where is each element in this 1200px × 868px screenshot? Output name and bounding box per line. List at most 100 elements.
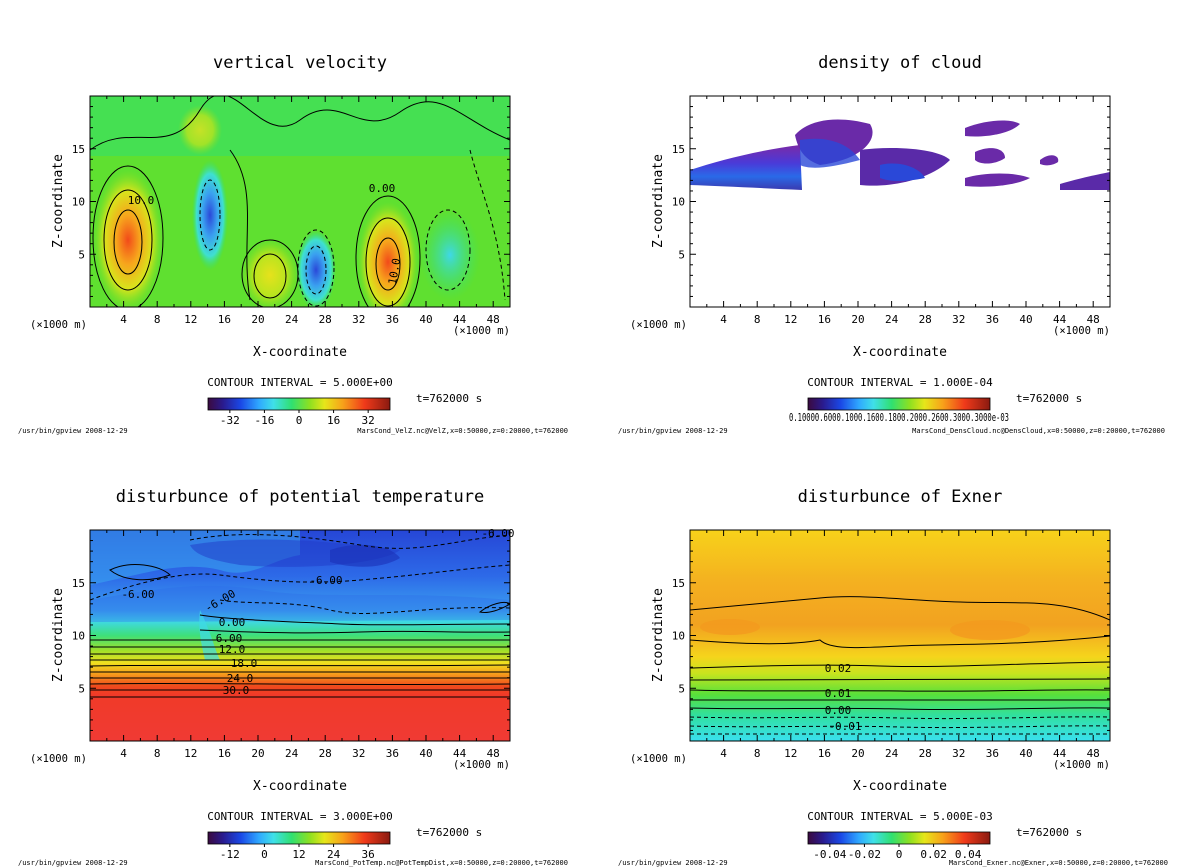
- panel-exner: disturbunce of Exner 0.02 0.01 0.0: [618, 487, 1168, 867]
- contour-label: -6.00: [309, 574, 342, 587]
- x-tick-label: 44: [453, 747, 467, 760]
- y-tick-label: 5: [678, 682, 685, 695]
- colorbar: [807, 397, 991, 411]
- contour-label: 30.0: [223, 684, 250, 697]
- y-tick-label: 10: [672, 630, 685, 643]
- x-tick-label: 4: [120, 747, 127, 760]
- y-tick-label: 15: [672, 577, 685, 590]
- x-tick-label: 36: [386, 313, 399, 326]
- contour-label: 0.01: [825, 687, 852, 700]
- x-tick-label: 4: [720, 747, 727, 760]
- contour-label: 0.00: [825, 704, 852, 717]
- x-tick-label: 28: [919, 747, 932, 760]
- footer-right: MarsCond_PotTemp.nc@PotTempDist,x=0:5000…: [315, 859, 568, 867]
- x-tick-label: 4: [120, 313, 127, 326]
- downdraft-blob: [420, 210, 480, 300]
- x-tick-label: 36: [386, 747, 399, 760]
- contour-label: 24.0: [227, 672, 254, 685]
- x-tick-label: 36: [986, 747, 999, 760]
- x-unit-right: (×1000 m): [453, 325, 510, 337]
- colorbar-tick-text: 0.10000.6000.1000.1600.1800.2000.2600.30…: [789, 411, 1009, 424]
- footer-left: /usr/bin/gpview 2008-12-29: [18, 427, 128, 435]
- colorbar-tick-label: -32: [220, 414, 240, 427]
- x-tick-label: 44: [1053, 313, 1067, 326]
- x-tick-label: 20: [251, 313, 264, 326]
- y-axis-label: Z-coordinate: [51, 588, 66, 682]
- colorbar-tick-label: -0.04: [813, 848, 846, 861]
- x-tick-label: 28: [319, 747, 332, 760]
- contour-label: 0.00: [219, 616, 246, 629]
- x-tick-label: 32: [352, 313, 365, 326]
- panel-potential-temperature: disturbunce of potential temperature: [18, 487, 568, 867]
- y-tick-label: 5: [78, 682, 85, 695]
- colorbar-tick-label: 36: [362, 848, 375, 861]
- colorbar-tick-label: -12: [220, 848, 240, 861]
- time-label: t=762000 s: [1016, 392, 1082, 405]
- y-axis-label: Z-coordinate: [51, 154, 66, 248]
- cloud-patch: [1060, 172, 1110, 190]
- footer-right: MarsCond_VelZ.nc@VelZ,x=0:50000,z=0:2000…: [357, 427, 568, 435]
- x-tick-label: 12: [184, 747, 197, 760]
- footer-left: /usr/bin/gpview 2008-12-29: [18, 859, 128, 867]
- contour-label: 12.0: [219, 643, 246, 656]
- y-tick-label: 15: [72, 577, 85, 590]
- contour-interval: CONTOUR INTERVAL = 5.000E-03: [807, 810, 992, 823]
- contour-label: -6.00: [481, 527, 514, 540]
- x-tick-label: 24: [885, 747, 899, 760]
- contour-label: 10.0: [128, 194, 155, 207]
- contour-label: -6.00: [121, 588, 154, 601]
- x-tick-label: 8: [154, 747, 161, 760]
- footer-right: MarsCond_Exner.nc@Exner,x=0:50000,z=0:20…: [949, 859, 1168, 867]
- x-tick-label: 48: [487, 747, 500, 760]
- x-tick-label: 40: [1019, 747, 1032, 760]
- x-tick-label: 8: [754, 313, 761, 326]
- x-tick-label: 20: [251, 747, 264, 760]
- heatmap-field: [90, 96, 510, 307]
- x-axis-label: X-coordinate: [253, 779, 347, 794]
- x-tick-label: 16: [818, 313, 831, 326]
- x-tick-label: 12: [184, 313, 197, 326]
- contour-label: -0.01: [828, 720, 861, 733]
- contour-interval: CONTOUR INTERVAL = 3.000E+00: [207, 810, 392, 823]
- panel-vertical-velocity: vertical velocity: [18, 53, 568, 435]
- x-tick-label: 48: [487, 313, 500, 326]
- x-tick-label: 32: [952, 313, 965, 326]
- x-axis-label: X-coordinate: [853, 345, 947, 360]
- heatmap-field: [690, 96, 1110, 307]
- x-tick-label: 36: [986, 313, 999, 326]
- x-tick-label: 44: [1053, 747, 1067, 760]
- x-unit-right: (×1000 m): [453, 759, 510, 771]
- x-unit-right: (×1000 m): [1053, 325, 1110, 337]
- x-tick-label: 16: [218, 313, 231, 326]
- updraft-blob: [242, 240, 298, 307]
- x-tick-label: 40: [419, 747, 432, 760]
- colorbar-tick-label: 0.02: [920, 848, 947, 861]
- time-label: t=762000 s: [1016, 826, 1082, 839]
- colorbar-tick-label: 0: [261, 848, 268, 861]
- y-tick-label: 15: [672, 143, 685, 156]
- x-unit-left: (×1000 m): [630, 319, 687, 331]
- heatmap-field: [690, 530, 1110, 741]
- y-tick-label: 15: [72, 143, 85, 156]
- contour-interval: CONTOUR INTERVAL = 1.000E-04: [807, 376, 993, 389]
- x-tick-label: 8: [754, 747, 761, 760]
- x-tick-label: 48: [1087, 747, 1100, 760]
- x-unit-left: (×1000 m): [630, 753, 687, 765]
- y-tick-label: 10: [72, 630, 85, 643]
- colorbar-tick-label: 0: [896, 848, 903, 861]
- x-tick-label: 16: [818, 747, 831, 760]
- x-tick-label: 8: [154, 313, 161, 326]
- colorbar-tick-label: 12: [292, 848, 305, 861]
- x-tick-label: 20: [851, 313, 864, 326]
- x-tick-label: 32: [352, 747, 365, 760]
- x-tick-label: 12: [784, 313, 797, 326]
- footer-left: /usr/bin/gpview 2008-12-29: [618, 859, 728, 867]
- x-axis-label: X-coordinate: [853, 779, 947, 794]
- y-axis-label: Z-coordinate: [651, 154, 666, 248]
- footer-left: /usr/bin/gpview 2008-12-29: [618, 427, 728, 435]
- colorbar-tick-label: 32: [362, 414, 375, 427]
- time-label: t=762000 s: [416, 826, 482, 839]
- y-tick-label: 5: [78, 248, 85, 261]
- x-tick-label: 28: [919, 313, 932, 326]
